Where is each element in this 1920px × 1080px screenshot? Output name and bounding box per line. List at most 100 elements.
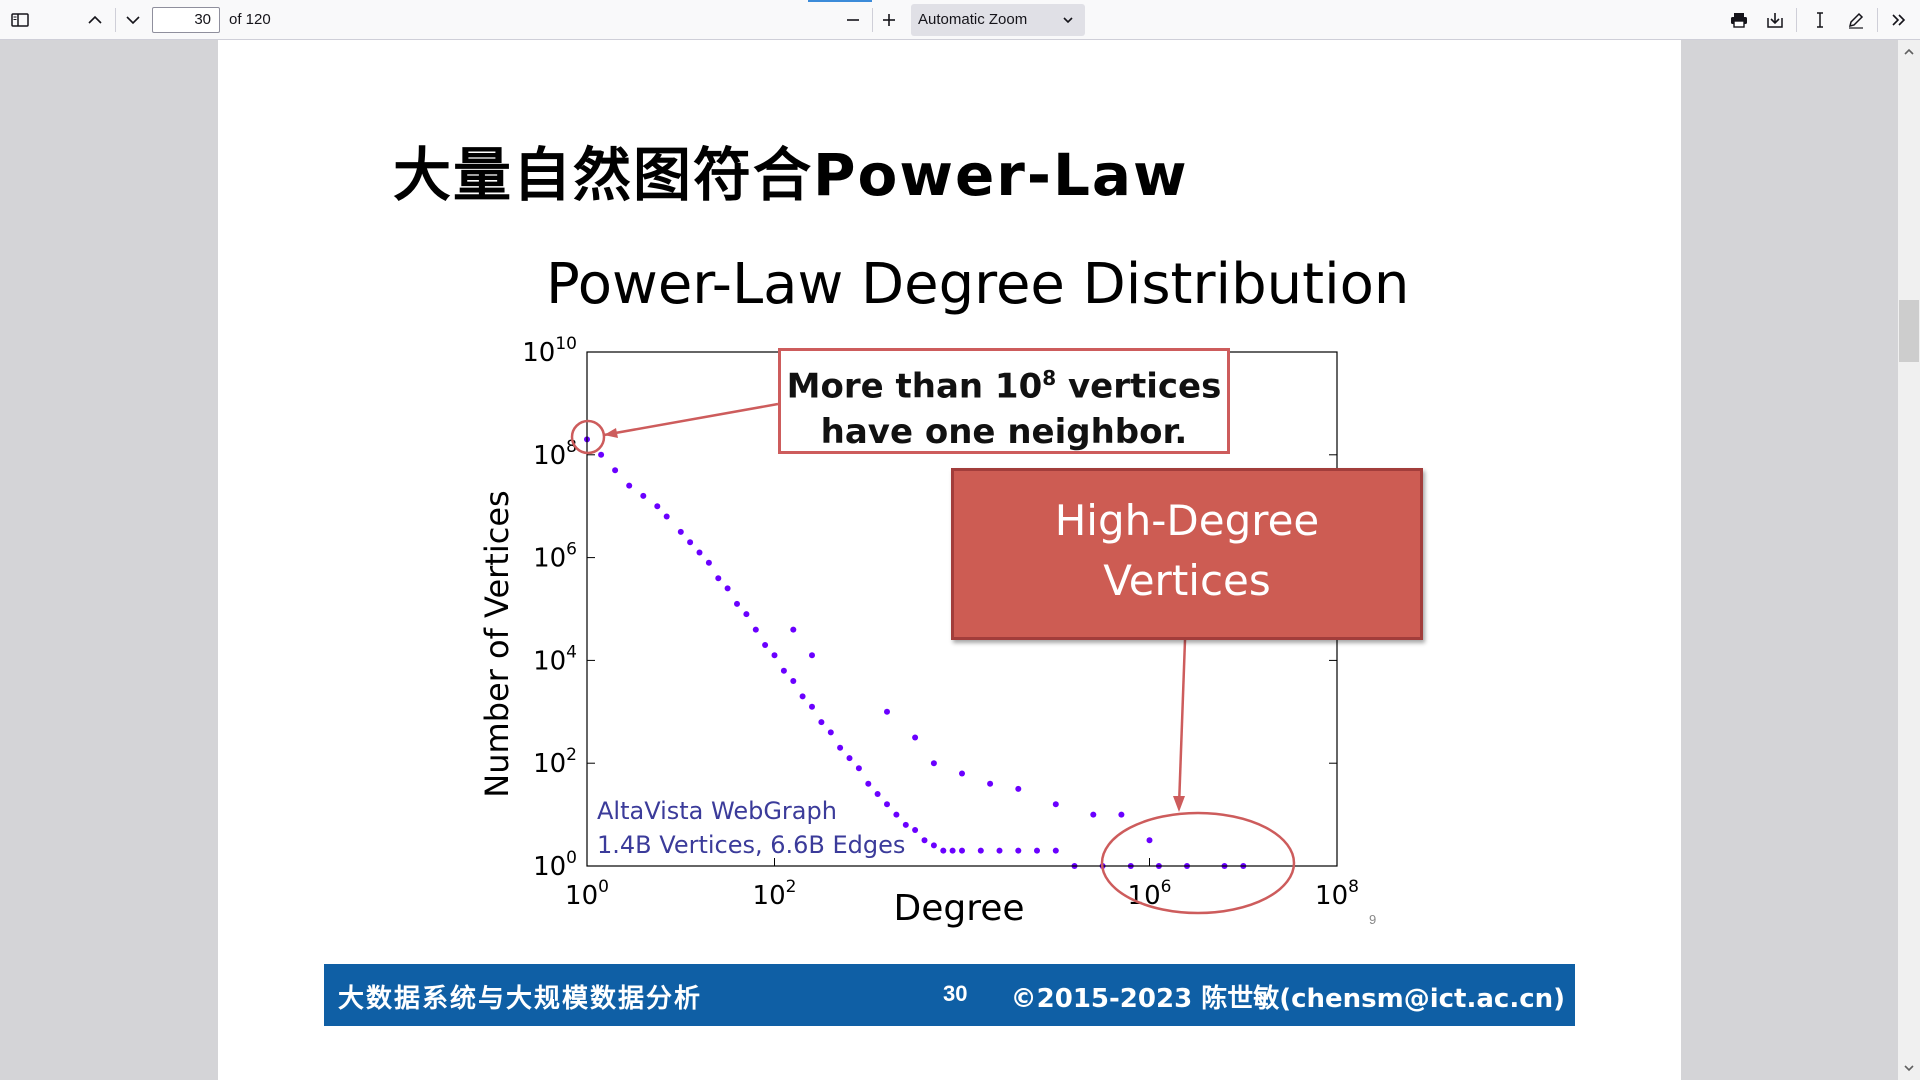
tick-label: 100 — [533, 848, 577, 882]
sidebar-toggle-icon[interactable] — [4, 4, 36, 36]
data-point — [687, 539, 694, 546]
toolbar-separator — [1796, 8, 1797, 32]
scroll-down-icon[interactable] — [1903, 1062, 1915, 1074]
x-axis-label: Degree — [893, 888, 1024, 929]
scroll-up-icon[interactable] — [1903, 46, 1915, 58]
data-point — [705, 559, 712, 566]
data-point — [912, 827, 919, 833]
toolbar-separator — [872, 8, 873, 32]
low-degree-highlight-circle — [570, 419, 606, 455]
tick-label: 1010 — [522, 334, 577, 368]
data-point — [626, 482, 633, 489]
slide-number-small: 9 — [1369, 912, 1377, 927]
data-point — [930, 760, 937, 767]
data-point — [809, 652, 815, 659]
one-neighbor-callout: More than 108 vertices have one neighbor… — [778, 348, 1230, 454]
data-point — [818, 719, 825, 726]
double-chevron-right-icon[interactable] — [1883, 4, 1915, 36]
data-point — [884, 708, 890, 715]
data-point — [663, 513, 670, 520]
zoom-out-icon[interactable] — [837, 4, 869, 36]
tick-label: 104 — [533, 642, 577, 676]
tick-label: 102 — [533, 745, 577, 779]
zoom-in-icon[interactable] — [873, 4, 905, 36]
data-point — [640, 492, 647, 499]
data-point — [846, 755, 853, 762]
pen-icon[interactable] — [1840, 4, 1872, 36]
data-point — [874, 791, 881, 797]
data-point — [959, 847, 965, 854]
data-point — [677, 528, 684, 535]
chevron-down-icon — [1063, 17, 1073, 24]
data-point — [752, 626, 759, 633]
data-point — [598, 451, 605, 458]
data-point — [762, 642, 769, 648]
data-point — [743, 611, 750, 618]
data-point — [996, 847, 1003, 854]
data-point — [612, 467, 619, 474]
zoom-select[interactable]: Automatic Zoom — [911, 4, 1085, 36]
pdf-toolbar: 30 of 120 Automatic Zoom — [0, 0, 1920, 40]
high-degree-line1: High-Degree — [1054, 496, 1320, 545]
data-point — [855, 765, 862, 772]
data-point — [696, 549, 703, 556]
vertical-scrollbar[interactable] — [1898, 40, 1920, 1080]
tick-label: 100 — [565, 877, 609, 911]
footer-course-title: 大数据系统与大规模数据分析 — [338, 984, 703, 1014]
data-point — [1118, 811, 1125, 818]
high-degree-callout: High-Degree Vertices — [951, 468, 1423, 640]
slide-title: 大量自然图符合Power-Law — [393, 141, 1189, 209]
data-point — [930, 842, 937, 849]
data-point — [1034, 847, 1040, 854]
data-point — [1052, 801, 1059, 808]
scrollbar-thumb[interactable] — [1899, 300, 1919, 362]
tick-label: 106 — [533, 540, 577, 574]
data-point — [1015, 785, 1022, 792]
high-degree-line2: Vertices — [1103, 556, 1271, 605]
data-point — [1090, 811, 1097, 818]
chevron-up-icon[interactable] — [79, 4, 111, 36]
data-point — [959, 770, 965, 777]
data-point — [837, 744, 844, 751]
callout-arrow-bottom — [1177, 639, 1187, 807]
toolbar-separator — [115, 8, 116, 32]
data-point — [809, 703, 815, 710]
page-count-label: of 120 — [229, 11, 271, 28]
chevron-down-icon[interactable] — [117, 4, 149, 36]
data-point — [893, 811, 900, 818]
data-point — [734, 600, 740, 607]
data-point — [884, 801, 890, 808]
text-cursor-icon[interactable] — [1804, 4, 1836, 36]
toolbar-separator — [1877, 8, 1878, 32]
download-icon[interactable] — [1759, 4, 1791, 36]
annotation-line2: 1.4B Vertices, 6.6B Edges — [597, 831, 905, 859]
tick-label: 108 — [1315, 877, 1359, 911]
zoom-select-value: Automatic Zoom — [918, 11, 1028, 28]
callout-line1: More than 108 vertices — [786, 366, 1222, 407]
data-point — [912, 734, 919, 741]
data-point — [780, 667, 787, 674]
data-point — [790, 626, 797, 633]
y-axis-label: Number of Vertices — [478, 490, 516, 797]
data-point — [1146, 837, 1153, 844]
footer-page-number: 30 — [943, 981, 968, 1006]
tick-label: 102 — [753, 877, 797, 911]
slide-footer: 大数据系统与大规模数据分析 30 ©2015-2023 陈世敏(chensm@i… — [324, 964, 1575, 1026]
annotation-line1: AltaVista WebGraph — [597, 797, 837, 825]
callout-arrow-top — [603, 402, 779, 437]
data-point — [827, 729, 834, 736]
data-point — [921, 837, 928, 844]
data-point — [1052, 847, 1059, 854]
data-point — [865, 780, 872, 787]
arrowhead-icon — [1173, 796, 1185, 812]
page-number-input[interactable]: 30 — [152, 7, 220, 33]
callout-line2: have one neighbor. — [820, 412, 1188, 453]
data-point — [949, 847, 956, 854]
data-point — [790, 678, 797, 684]
data-point — [654, 503, 661, 510]
data-point — [940, 847, 947, 854]
data-point — [987, 780, 994, 787]
print-icon[interactable] — [1723, 4, 1755, 36]
footer-copyright: ©2015-2023 陈世敏(chensm@ict.ac.cn) — [1010, 984, 1565, 1014]
data-point — [715, 575, 722, 582]
